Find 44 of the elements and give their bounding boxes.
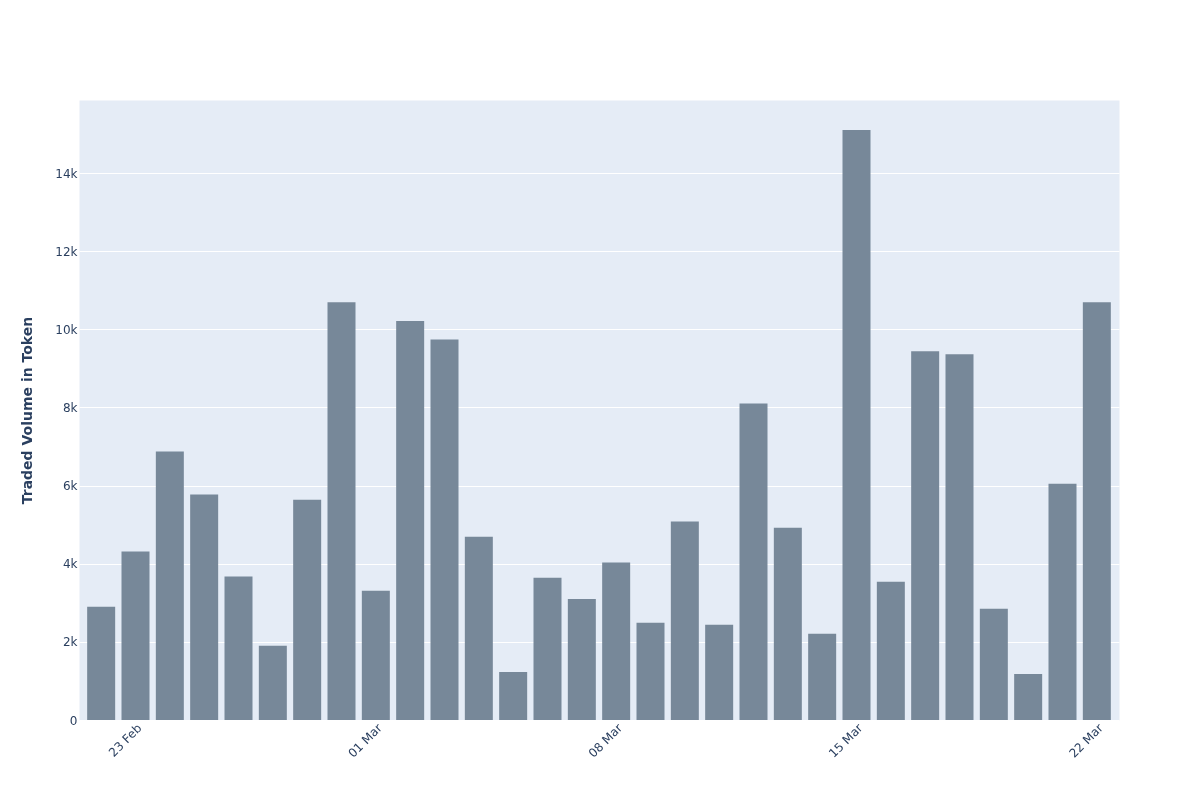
bar	[876, 581, 905, 720]
bar	[636, 622, 665, 720]
y-tick-label: 2k	[62, 635, 78, 650]
bar	[224, 576, 253, 720]
y-tick-label: 14k	[55, 166, 78, 181]
bar	[464, 536, 493, 720]
bar	[979, 608, 1008, 720]
y-tick-label: 10k	[55, 322, 78, 337]
bar	[258, 645, 287, 720]
bar	[430, 339, 459, 720]
bar	[808, 633, 837, 720]
bar	[1048, 483, 1077, 720]
bar	[155, 451, 184, 720]
bar	[87, 606, 116, 720]
bar	[670, 521, 699, 720]
bar	[293, 499, 322, 720]
bar	[842, 130, 871, 720]
bar	[361, 590, 390, 720]
x-tick-label: 23 Feb	[106, 721, 145, 760]
bar	[1082, 302, 1111, 720]
bar	[396, 321, 425, 720]
bar	[533, 577, 562, 720]
y-axis-title: Traded Volume in Token	[19, 316, 36, 505]
bar	[327, 302, 356, 720]
y-tick-label: 4k	[62, 557, 78, 572]
bar	[499, 671, 528, 720]
y-tick-label: 0	[69, 713, 78, 728]
y-tick-label: 12k	[55, 244, 78, 259]
bar	[602, 562, 631, 720]
x-tick-label: 15 Mar	[826, 721, 866, 761]
y-tick-label: 8k	[62, 400, 78, 415]
x-tick-label: 01 Mar	[345, 721, 385, 761]
x-tick-label: 22 Mar	[1066, 721, 1106, 761]
bar	[773, 527, 802, 720]
bar	[705, 624, 734, 720]
bar	[911, 351, 940, 720]
y-tick-label: 6k	[62, 479, 78, 494]
bar	[121, 551, 150, 720]
bar	[567, 598, 596, 720]
bar	[190, 494, 219, 720]
bar	[945, 354, 974, 720]
bar	[1014, 673, 1043, 720]
x-tick-label: 08 Mar	[585, 721, 626, 761]
bar	[739, 403, 768, 720]
